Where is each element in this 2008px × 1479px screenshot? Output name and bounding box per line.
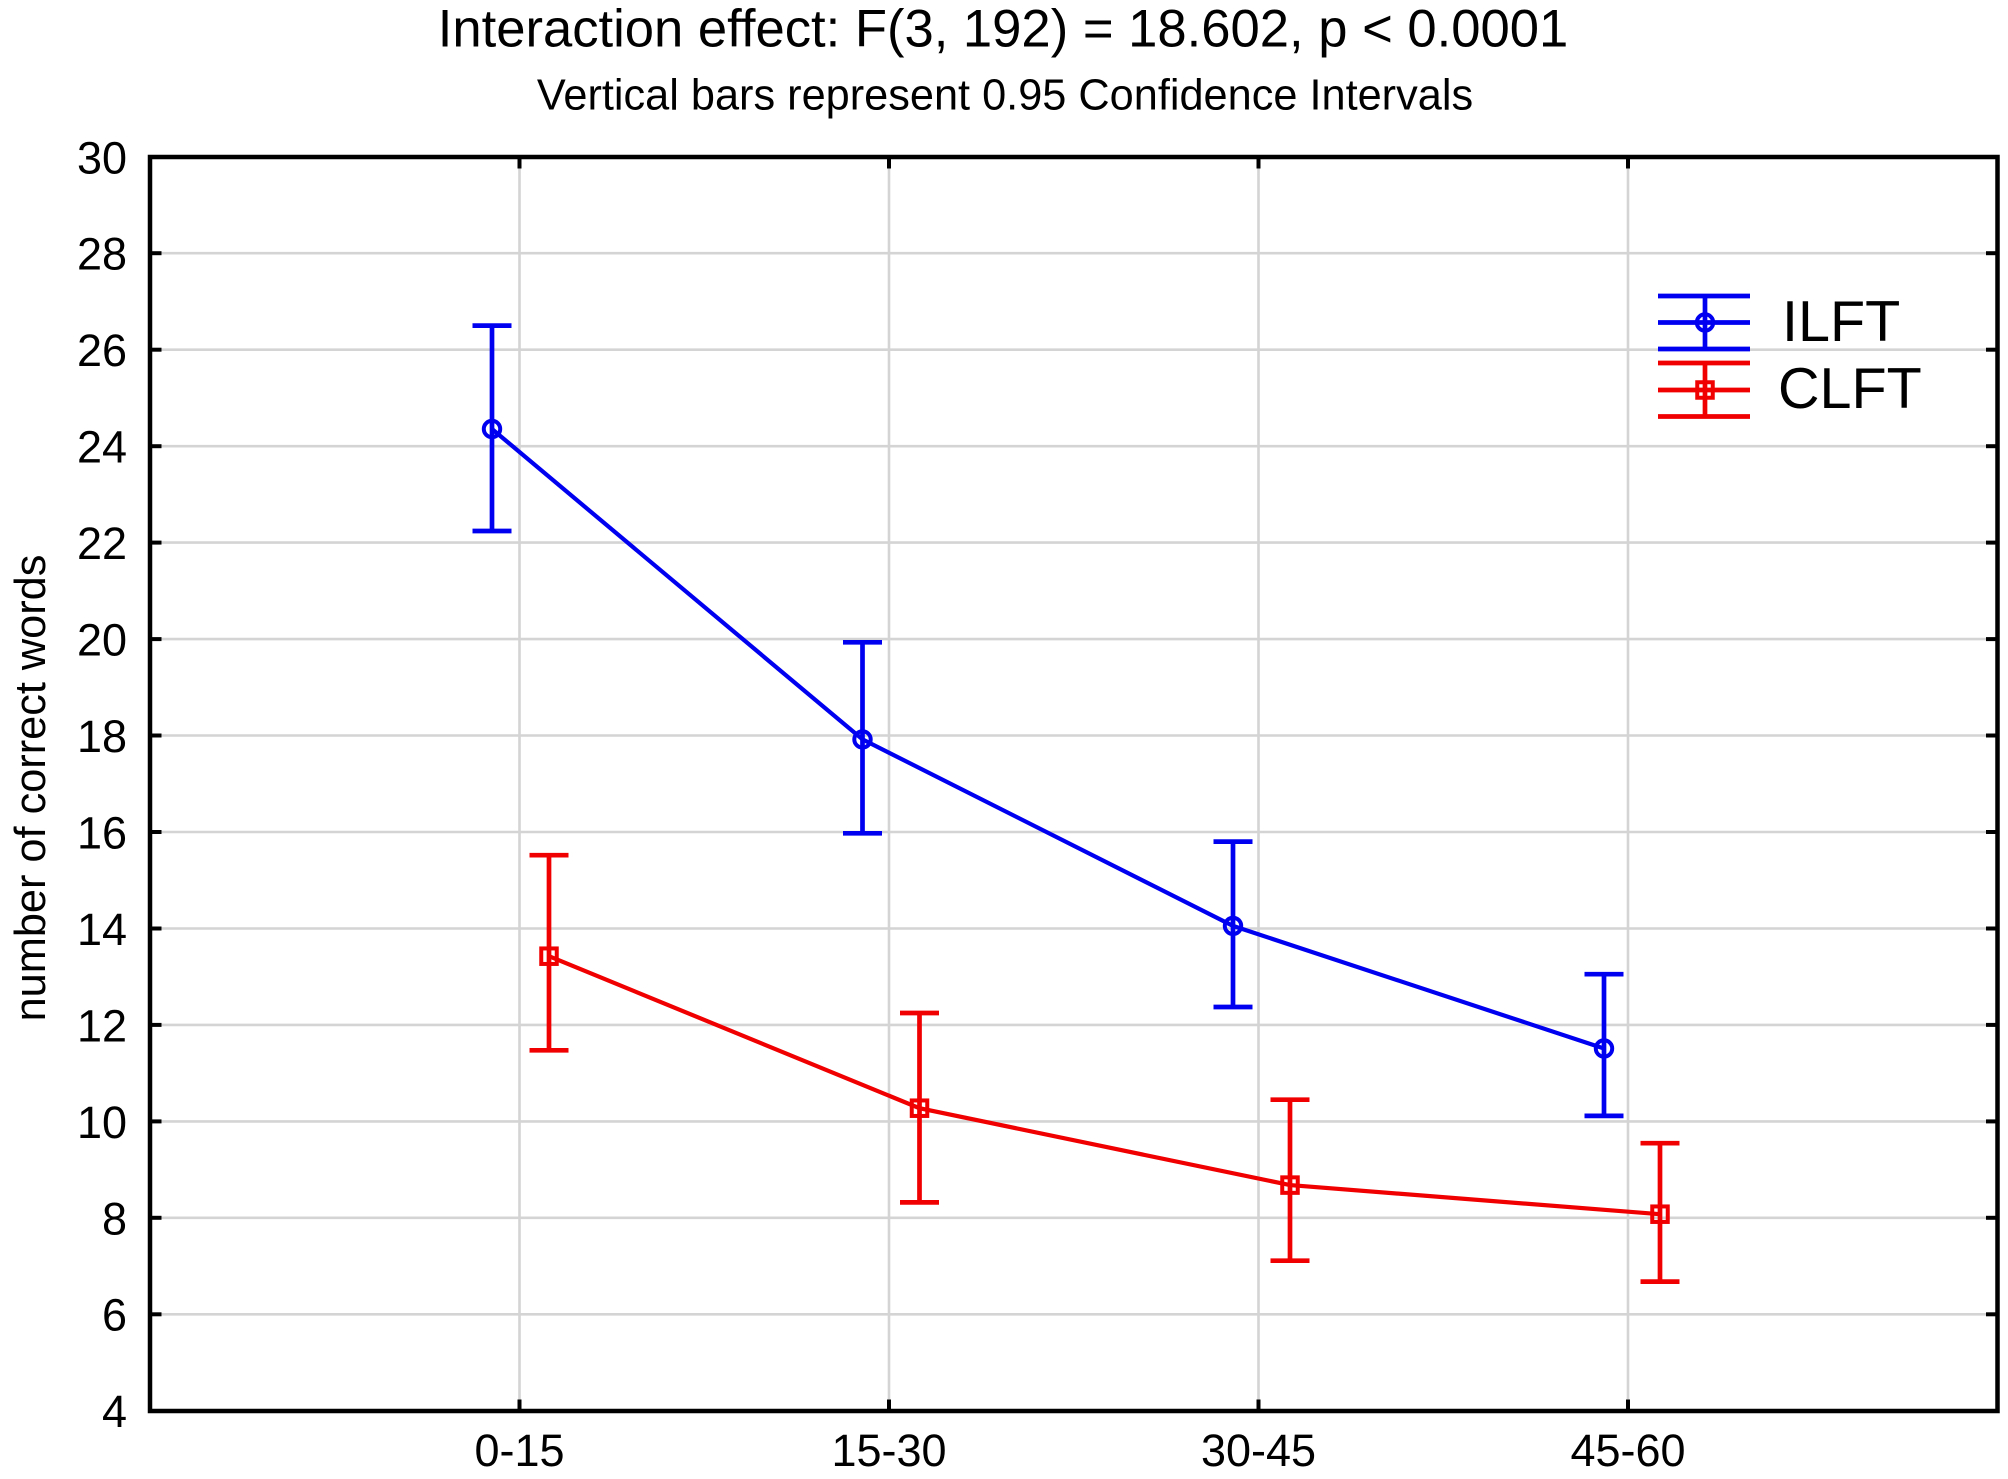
svg-text:ILFT: ILFT xyxy=(1782,290,1900,354)
svg-text:15-30: 15-30 xyxy=(831,1425,946,1476)
svg-text:16: 16 xyxy=(77,807,127,858)
svg-text:8: 8 xyxy=(102,1193,127,1244)
svg-text:26: 26 xyxy=(77,325,127,376)
svg-text:24: 24 xyxy=(77,422,127,473)
svg-text:20: 20 xyxy=(77,615,127,666)
svg-text:30: 30 xyxy=(77,132,127,183)
svg-text:45-60: 45-60 xyxy=(1570,1425,1685,1476)
svg-text:30-45: 30-45 xyxy=(1201,1425,1316,1476)
svg-text:22: 22 xyxy=(77,518,127,569)
svg-text:Vertical bars represent 0.95 C: Vertical bars represent 0.95 Confidence … xyxy=(537,72,1473,120)
svg-text:18: 18 xyxy=(77,711,127,762)
svg-text:number of correct words: number of correct words xyxy=(7,555,55,1022)
svg-text:28: 28 xyxy=(77,229,127,280)
svg-text:4: 4 xyxy=(102,1386,127,1437)
svg-text:CLFT: CLFT xyxy=(1778,357,1922,421)
svg-text:14: 14 xyxy=(77,904,127,955)
svg-text:12: 12 xyxy=(77,1000,127,1051)
svg-text:0-15: 0-15 xyxy=(474,1425,564,1476)
svg-text:6: 6 xyxy=(102,1290,127,1341)
svg-text:Interaction effect: F(3, 192): Interaction effect: F(3, 192) = 18.602, … xyxy=(438,0,1569,59)
svg-text:10: 10 xyxy=(77,1097,127,1148)
